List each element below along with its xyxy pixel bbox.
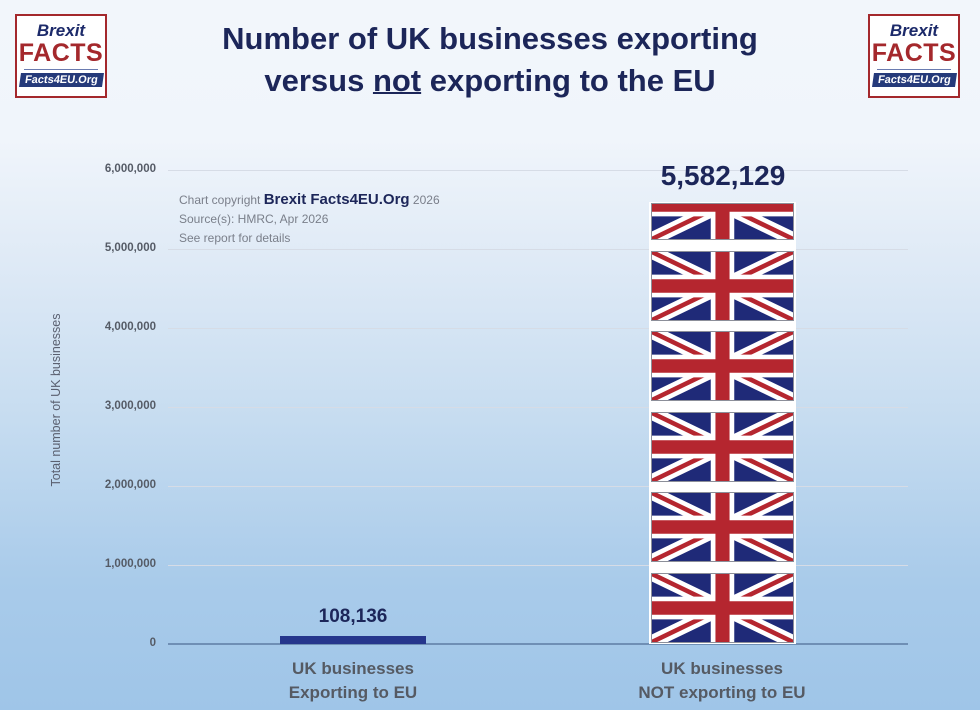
title-emphasis: not (372, 63, 422, 98)
y-tick: 4,000,000 (104, 321, 156, 333)
category-label-exporting: UK businesses Exporting to EU (223, 657, 483, 705)
category-label-line: NOT exporting to EU (638, 683, 806, 702)
union-jack-flag-icon (648, 567, 797, 649)
category-label-line: UK businesses (292, 659, 414, 678)
gridline (168, 249, 908, 250)
union-jack-flag-icon (648, 406, 797, 487)
chart-title: Number of UK businesses exporting versus… (180, 18, 800, 102)
y-tick: 5,000,000 (104, 242, 156, 254)
copyright-year: 2026 (409, 193, 440, 207)
logo-brexit-text: Brexit (36, 21, 86, 40)
category-label-not-exporting: UK businesses NOT exporting to EU (592, 657, 852, 705)
bar-value-not-exporting: 5,582,129 (660, 160, 786, 191)
union-jack-flag-icon (648, 326, 797, 407)
union-jack-flag-icon (648, 487, 797, 568)
y-axis-label: Total number of UK businesses (49, 313, 63, 487)
copyright-line: Chart copyright Brexit Facts4EU.Org 2026 (179, 190, 440, 210)
title-line-2: versus not exporting to the EU (180, 60, 800, 102)
y-tick: 0 (149, 637, 156, 649)
union-jack-flag-icon (648, 245, 797, 326)
category-label-line: Exporting to EU (288, 683, 418, 702)
source-line: Source(s): HMRC, Apr 2026 (179, 212, 329, 226)
brexit-facts-logo-left: Brexit FACTS Facts4EU.Org (15, 14, 107, 98)
logo-divider (24, 69, 98, 70)
logo-divider (877, 69, 951, 70)
title-text: exporting to the EU (421, 63, 716, 98)
copyright-brand: Brexit Facts4EU.Org (263, 191, 410, 208)
category-label-line: UK businesses (661, 659, 783, 678)
bar-exporting (280, 636, 426, 644)
y-tick: 3,000,000 (104, 400, 156, 412)
logo-site-text: Facts4EU.Org (871, 73, 957, 87)
note-line: See report for details (179, 231, 291, 245)
bar-not-exporting (648, 202, 797, 649)
gridline (168, 565, 908, 566)
logo-site-text: Facts4EU.Org (18, 73, 104, 87)
logo-facts-text: FACTS (871, 39, 957, 67)
x-axis-line (168, 643, 908, 645)
chart-credit: Chart copyright Brexit Facts4EU.Org 2026… (179, 190, 440, 248)
y-tick: 2,000,000 (104, 479, 156, 491)
gridline (168, 407, 908, 408)
y-tick: 1,000,000 (104, 558, 156, 570)
brexit-facts-logo-right: Brexit FACTS Facts4EU.Org (868, 14, 960, 98)
y-tick: 6,000,000 (104, 163, 156, 175)
gridline (168, 328, 908, 329)
copyright-prefix: Chart copyright (179, 193, 264, 207)
logo-facts-text: FACTS (18, 39, 104, 67)
bar-value-exporting: 108,136 (318, 606, 388, 627)
logo-brexit-text: Brexit (889, 21, 939, 40)
title-text: versus (264, 63, 373, 98)
gridline (168, 170, 908, 171)
union-jack-flag-icon (651, 203, 794, 240)
title-line-1: Number of UK businesses exporting (222, 21, 758, 56)
gridline (168, 486, 908, 487)
